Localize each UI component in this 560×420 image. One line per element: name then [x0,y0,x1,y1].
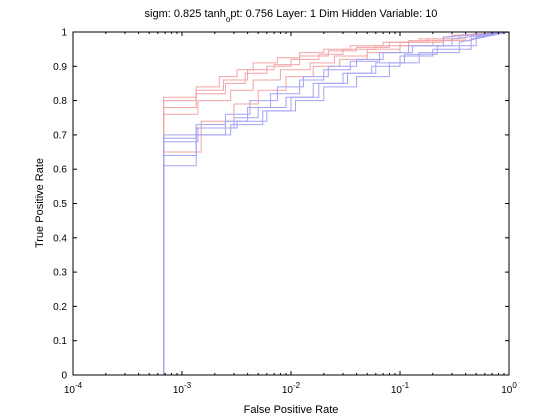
tick-layer [72,31,510,376]
roc-curve-2 [163,31,510,375]
roc-curve-9 [163,31,510,375]
plot-frame [72,31,510,376]
y-tick-label: 0.2 [53,302,67,313]
roc-curve-4 [163,31,510,375]
y-tick-label: 0.9 [53,62,67,73]
y-tick-label: 0 [61,371,67,382]
x-tick-label: 10-3 [173,381,192,396]
roc-curve-10 [163,31,510,375]
y-tick-label: 1 [61,28,67,39]
x-tick-label: 100 [501,381,517,396]
y-tick-label: 0.3 [53,268,67,279]
y-tick-label: 0.4 [53,233,67,244]
roc-curve-3 [163,31,510,375]
x-tick-label: 10-2 [282,381,301,396]
y-tick-label: 0.1 [53,336,67,347]
roc-curve-5 [163,31,510,375]
series-layer [163,31,510,375]
chart-title: sigm: 0.825 tanhopt: 0.756 Layer: 1 Dim … [145,8,438,24]
x-tick-label: 10-4 [64,381,83,396]
y-tick-label: 0.7 [53,130,67,141]
x-axis-label: False Positive Rate [244,404,339,416]
y-tick-label: 0.6 [53,165,67,176]
y-tick-label: 0.5 [53,199,67,210]
roc-curve-6 [163,31,510,358]
y-axis-label: True Positive Rate [34,158,46,248]
tick-label-layer: 10-4 10-3 10-2 10-1 100 0 0.1 0.2 0.3 0.4 0.5 0.6 0.… [53,28,517,397]
y-tick-label: 0.8 [53,96,67,107]
x-tick-label: 10-1 [391,381,410,396]
